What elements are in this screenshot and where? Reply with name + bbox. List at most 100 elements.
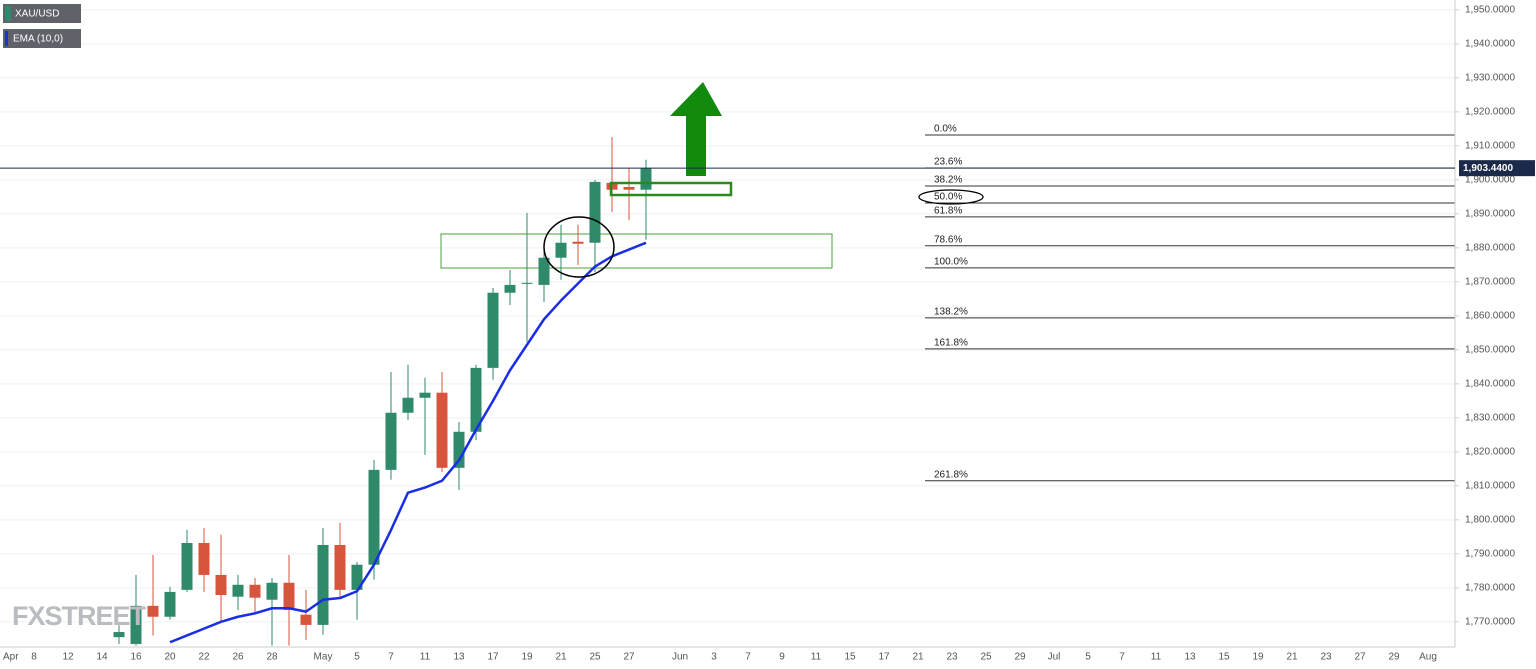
y-tick-label: 1,830.0000 bbox=[1465, 412, 1515, 423]
x-tick-label: 27 bbox=[623, 652, 635, 663]
candle-body bbox=[402, 397, 414, 413]
candle-body bbox=[147, 605, 159, 617]
x-tick-label: 16 bbox=[130, 652, 142, 663]
candle-body bbox=[368, 469, 380, 565]
x-tick-label: 7 bbox=[745, 652, 751, 663]
x-tick-label: 15 bbox=[844, 652, 856, 663]
zone-box bbox=[440, 233, 833, 269]
legend-swatch bbox=[5, 6, 11, 21]
y-tick-label: 1,920.0000 bbox=[1465, 106, 1515, 117]
candle-body bbox=[130, 605, 142, 644]
y-tick-label: 1,900.0000 bbox=[1465, 174, 1515, 185]
x-tick-label: 21 bbox=[1286, 652, 1298, 663]
y-tick-label: 1,790.0000 bbox=[1465, 548, 1515, 559]
fib-label: 50.0% bbox=[934, 192, 962, 203]
candle-body bbox=[385, 412, 397, 470]
fib-label: 0.0% bbox=[934, 124, 957, 135]
x-tick-label: 7 bbox=[1119, 652, 1125, 663]
y-tick-label: 1,940.0000 bbox=[1465, 38, 1515, 49]
candle-body bbox=[589, 181, 601, 243]
legend-swatch bbox=[5, 31, 8, 46]
x-tick-label: 17 bbox=[487, 652, 499, 663]
fib-label: 78.6% bbox=[934, 234, 962, 245]
y-tick-label: 1,910.0000 bbox=[1465, 140, 1515, 151]
candle-body bbox=[232, 584, 244, 597]
candle-body bbox=[300, 614, 312, 625]
x-tick-label: 19 bbox=[1252, 652, 1264, 663]
y-tick-label: 1,870.0000 bbox=[1465, 276, 1515, 287]
x-tick-label: 5 bbox=[1085, 652, 1091, 663]
x-tick-label: May bbox=[314, 652, 333, 663]
x-tick-label: 11 bbox=[1151, 652, 1162, 663]
candle-body bbox=[351, 564, 363, 590]
x-tick-label: 22 bbox=[198, 652, 210, 663]
x-tick-label: 21 bbox=[555, 652, 567, 663]
x-tick-label: Jun bbox=[672, 652, 688, 663]
x-tick-label: 25 bbox=[589, 652, 601, 663]
highlight-circle bbox=[543, 216, 615, 278]
x-tick-label: 21 bbox=[912, 652, 924, 663]
legend-label: EMA (10,0) bbox=[13, 34, 63, 45]
x-tick-label: 19 bbox=[521, 652, 533, 663]
y-tick-label: 1,780.0000 bbox=[1465, 582, 1515, 593]
fib-label: 161.8% bbox=[934, 337, 968, 348]
fib-label: 38.2% bbox=[934, 175, 962, 186]
candle-body bbox=[436, 392, 448, 468]
candle-body bbox=[504, 284, 516, 293]
candle-body bbox=[487, 292, 499, 368]
fib-label: 100.0% bbox=[934, 257, 968, 268]
x-tick-label: Jul bbox=[1048, 652, 1061, 663]
y-tick-label: 1,820.0000 bbox=[1465, 446, 1515, 457]
fib-label: 261.8% bbox=[934, 469, 968, 480]
y-tick-label: 1,930.0000 bbox=[1465, 72, 1515, 83]
x-tick-label: 13 bbox=[453, 652, 465, 663]
y-tick-label: 1,840.0000 bbox=[1465, 378, 1515, 389]
y-tick-label: 1,800.0000 bbox=[1465, 514, 1515, 525]
candle-body bbox=[113, 632, 125, 638]
fib-label: 138.2% bbox=[934, 307, 968, 318]
up-arrow bbox=[670, 82, 722, 176]
y-tick-label: 1,810.0000 bbox=[1465, 480, 1515, 491]
x-tick-label: 14 bbox=[96, 652, 108, 663]
candle-body bbox=[198, 542, 210, 575]
candle-body bbox=[538, 257, 550, 285]
legend-label: XAU/USD bbox=[15, 9, 59, 20]
x-tick-label: 23 bbox=[946, 652, 958, 663]
x-tick-label: 8 bbox=[31, 652, 37, 663]
watermark: FXSTREET bbox=[12, 601, 147, 631]
candle-body bbox=[266, 582, 278, 600]
x-tick-label: 17 bbox=[878, 652, 890, 663]
candle-body bbox=[181, 542, 193, 590]
y-tick-label: 1,880.0000 bbox=[1465, 242, 1515, 253]
x-tick-label: 7 bbox=[388, 652, 394, 663]
candle-body bbox=[640, 168, 652, 190]
x-tick-label: 29 bbox=[1014, 652, 1026, 663]
x-tick-label: 12 bbox=[62, 652, 74, 663]
last-price-box bbox=[1459, 160, 1535, 177]
x-tick-label: 11 bbox=[811, 652, 822, 663]
x-tick-label: 25 bbox=[980, 652, 992, 663]
x-tick-label: 9 bbox=[779, 652, 785, 663]
x-tick-label: 23 bbox=[1320, 652, 1332, 663]
highlight-ellipse bbox=[918, 189, 984, 205]
legend-box bbox=[3, 29, 81, 48]
x-tick-label: 3 bbox=[711, 652, 717, 663]
candle-body bbox=[572, 241, 584, 244]
candle-body bbox=[453, 431, 465, 468]
x-tick-label: Apr bbox=[3, 652, 19, 663]
x-tick-label: 28 bbox=[266, 652, 278, 663]
y-tick-label: 1,950.0000 bbox=[1465, 5, 1515, 16]
x-tick-label: 27 bbox=[1354, 652, 1366, 663]
x-tick-label: 5 bbox=[354, 652, 360, 663]
candle-body bbox=[164, 591, 176, 617]
candle-body bbox=[249, 584, 261, 598]
candle-body bbox=[470, 367, 482, 432]
ema-line bbox=[169, 241, 647, 644]
candle-body bbox=[521, 282, 533, 284]
x-tick-label: 11 bbox=[420, 652, 431, 663]
last-price-label: 1,903.4400 bbox=[1463, 163, 1513, 174]
y-tick-label: 1,860.0000 bbox=[1465, 310, 1515, 321]
candle-body bbox=[623, 186, 635, 190]
